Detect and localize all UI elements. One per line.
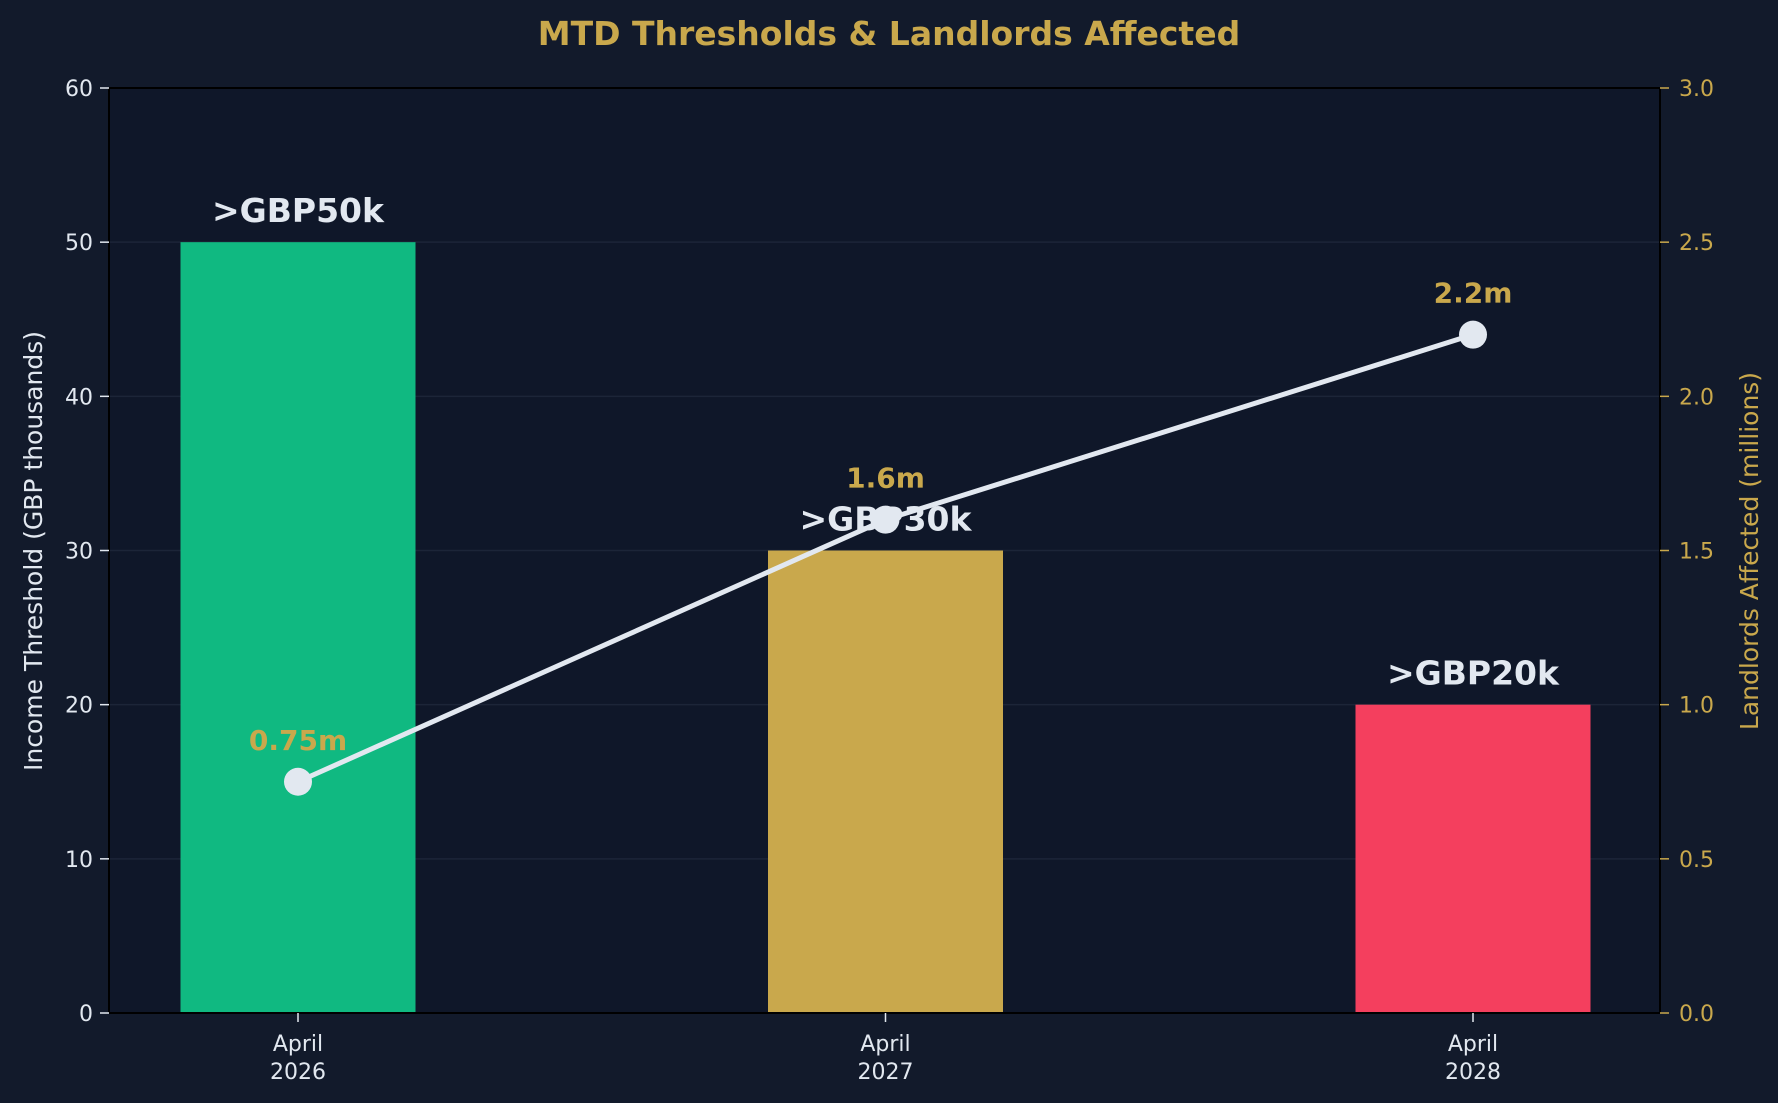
chart-title: MTD Thresholds & Landlords Affected <box>538 14 1240 53</box>
bar <box>180 242 416 1013</box>
y-left-tick-label: 10 <box>65 848 93 873</box>
y-left-axis-label: Income Threshold (GBP thousands) <box>19 331 48 771</box>
bar <box>1355 704 1591 1013</box>
x-tick-label: April <box>273 1032 323 1057</box>
x-tick-label: 2028 <box>1445 1060 1501 1085</box>
y-right-tick-label: 0.0 <box>1679 1002 1714 1027</box>
x-tick-label: 2027 <box>858 1060 914 1085</box>
line-value-label: 1.6m <box>846 462 925 495</box>
x-tick-label: April <box>860 1032 910 1057</box>
y-right-tick-label: 2.0 <box>1679 385 1714 410</box>
line-value-label: 0.75m <box>249 724 347 757</box>
line-value-label: 2.2m <box>1434 277 1513 310</box>
y-left-tick-label: 40 <box>65 385 93 410</box>
y-right-axis-label: Landlords Affected (millions) <box>1735 372 1764 730</box>
y-left-tick-label: 60 <box>65 77 93 102</box>
line-point <box>284 767 312 796</box>
bar <box>768 550 1003 1013</box>
y-right-tick-label: 1.0 <box>1679 694 1714 719</box>
bar-value-label: >GBP20k <box>1387 654 1560 693</box>
bars <box>180 242 1591 1013</box>
y-right-tick-label: 3.0 <box>1679 77 1714 102</box>
y-right-tick-label: 1.5 <box>1679 540 1714 565</box>
line-series: 0.75m 1.6m 2.2m <box>249 277 1513 796</box>
line-point <box>871 505 900 534</box>
bar-value-label: >GBP50k <box>212 191 385 230</box>
y-right-tick-label: 0.5 <box>1679 848 1714 873</box>
x-tick-label: 2026 <box>270 1060 326 1085</box>
x-tick-label: April <box>1448 1032 1498 1057</box>
axes: 0 10 20 30 40 50 60 0.0 0.5 1.0 1.5 2.0 2.5 3.0 April 2… <box>65 77 1714 1085</box>
y-left-tick-label: 20 <box>65 694 93 719</box>
y-left-tick-label: 50 <box>65 231 93 256</box>
y-left-tick-label: 0 <box>79 1002 93 1027</box>
line-point <box>1459 320 1487 349</box>
y-right-tick-label: 2.5 <box>1679 231 1714 256</box>
y-left-tick-label: 30 <box>65 540 93 565</box>
